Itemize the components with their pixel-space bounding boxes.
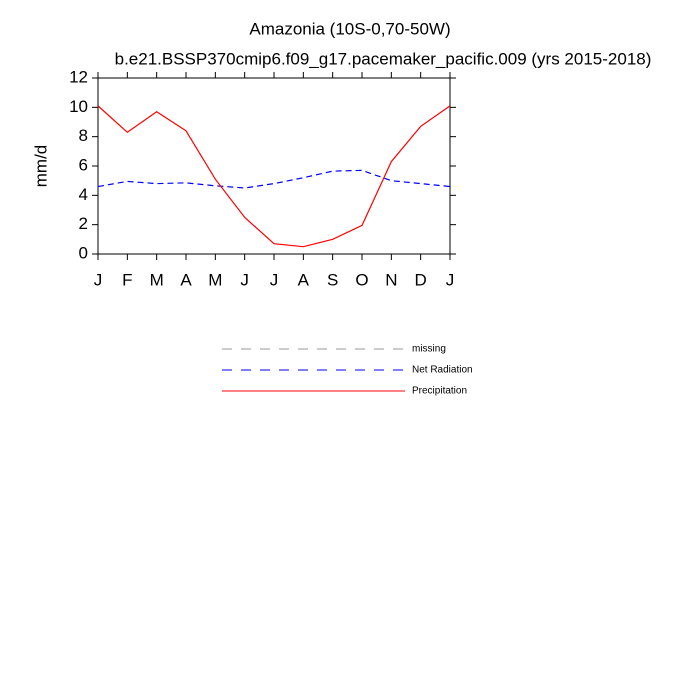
y-tick-label: 8	[79, 126, 88, 145]
series-line	[97, 105, 451, 248]
plot-frame	[97, 77, 451, 255]
x-tick-label: J	[94, 270, 103, 289]
x-tick-label: A	[298, 270, 310, 289]
x-tick-label: A	[180, 270, 192, 289]
series-line	[97, 169, 451, 189]
x-tick-label: M	[150, 270, 164, 289]
y-tick-label: 0	[79, 243, 88, 262]
y-tick-label: 12	[69, 67, 88, 86]
chart-title: Amazonia (10S-0,70-50W)	[249, 19, 450, 38]
x-tick-label: O	[355, 270, 368, 289]
y-axis-label: mm/d	[31, 145, 50, 188]
x-tick-label: J	[270, 270, 279, 289]
y-tick-label: 10	[69, 97, 88, 116]
x-tick-label: N	[385, 270, 397, 289]
x-tick-label: F	[122, 270, 132, 289]
x-tick-label: J	[446, 270, 455, 289]
y-tick-label: 2	[79, 214, 88, 233]
x-tick-label: J	[240, 270, 249, 289]
x-tick-label: S	[327, 270, 338, 289]
chart-subtitle: b.e21.BSSP370cmip6.f09_g17.pacemaker_pac…	[115, 49, 652, 68]
y-tick-label: 6	[79, 155, 88, 174]
legend-label: missing	[412, 344, 446, 355]
x-tick-label: D	[415, 270, 427, 289]
legend-label: Net Radiation	[412, 365, 473, 376]
y-tick-label: 4	[79, 185, 88, 204]
legend-label: Precipitation	[412, 386, 467, 397]
x-tick-label: M	[208, 270, 222, 289]
